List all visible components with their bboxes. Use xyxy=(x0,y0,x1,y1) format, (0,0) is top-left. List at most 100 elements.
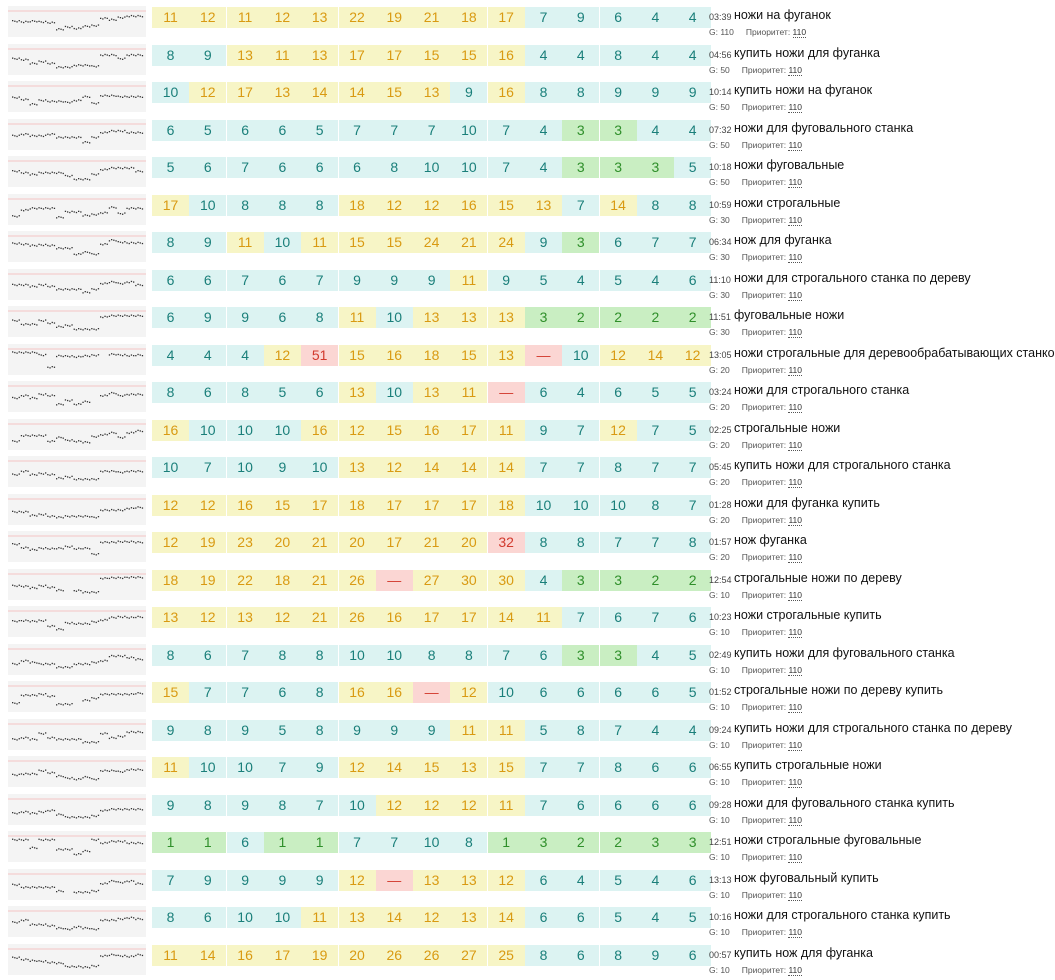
position-cell: 12 xyxy=(413,194,451,216)
keyword-text[interactable]: ножи строгальные фуговальные xyxy=(734,833,922,847)
keyword-text[interactable]: купить ножи для фуговального станка xyxy=(734,645,955,660)
sparkline-point xyxy=(40,207,42,209)
priority-value-link[interactable]: 110 xyxy=(788,964,803,976)
keyword-text[interactable]: ножи для фуговального станка xyxy=(734,120,914,135)
sparkline-point xyxy=(108,542,111,544)
position-cell: 4 xyxy=(636,119,674,141)
keyword-text[interactable]: купить ножи для строгального станка xyxy=(734,458,951,472)
priority-value-link[interactable]: 110 xyxy=(788,702,803,713)
priority-value-link[interactable]: 110 xyxy=(788,589,803,601)
keyword-text[interactable]: ножи для фуганка купить xyxy=(734,495,880,510)
sparkline-point xyxy=(25,810,27,812)
priority-value-link[interactable]: 110 xyxy=(788,927,803,938)
priority-value-link[interactable]: 110 xyxy=(792,27,807,38)
priority-value-link[interactable]: 110 xyxy=(788,177,803,188)
sparkline-point xyxy=(27,659,29,661)
keyword-text[interactable]: ножи строгальные xyxy=(734,195,841,210)
sparkline-point xyxy=(29,812,31,814)
keyword-text[interactable]: ножи для строгального станка xyxy=(734,383,910,397)
keyword-text[interactable]: купить ножи для строгального станка по д… xyxy=(734,720,1012,735)
sparkline-point xyxy=(135,394,137,396)
priority-value-link[interactable]: 110 xyxy=(788,439,803,451)
keyword-text[interactable]: ножи строгальные купить xyxy=(734,608,882,622)
sparkline-point xyxy=(91,253,93,255)
sparkline-point xyxy=(139,616,141,618)
keyword-text[interactable]: нож фуганка xyxy=(734,533,807,547)
priority-value-link[interactable]: 110 xyxy=(788,252,803,263)
priority-value-link[interactable]: 110 xyxy=(788,627,803,638)
priority-value-link[interactable]: 110 xyxy=(788,102,803,113)
position-cell: 6 xyxy=(226,832,264,853)
keyword-text[interactable]: ножи для строгального станка купить xyxy=(734,908,951,922)
sparkline-point xyxy=(73,548,75,550)
priority-value-link[interactable]: 110 xyxy=(788,552,803,563)
sparkline-point xyxy=(12,473,14,475)
sparkline-point xyxy=(84,965,86,967)
keyword-text[interactable]: купить строгальные ножи xyxy=(734,758,882,772)
sparkline-point xyxy=(18,350,20,353)
keyword-text[interactable]: ножи на фуганок xyxy=(734,8,831,22)
sparkline-point xyxy=(115,95,117,97)
sparkline-point xyxy=(53,548,56,550)
keyword-text[interactable]: фуговальные ножи xyxy=(734,308,845,322)
sparkline-point xyxy=(75,590,78,592)
keyword-text[interactable]: купить ножи для фуганка xyxy=(734,45,880,60)
keyword-text[interactable]: ножи фуговальные xyxy=(734,158,845,172)
sparkline-point xyxy=(106,770,108,772)
sparkline-point xyxy=(126,242,128,244)
sparkline-point xyxy=(91,740,93,742)
sparkline-point xyxy=(51,61,53,63)
priority-value-link[interactable]: 110 xyxy=(788,402,803,413)
priority-value-link[interactable]: 110 xyxy=(788,852,803,863)
priority-value-link[interactable]: 110 xyxy=(788,664,803,676)
sparkline-point xyxy=(23,21,25,24)
sparkline-point xyxy=(141,471,144,473)
sparkline-point xyxy=(60,477,62,479)
sparkline-point xyxy=(133,507,135,509)
sparkline-point xyxy=(58,247,60,249)
keyword-text[interactable]: ножи для строгального станка по дереву xyxy=(734,270,971,285)
priority-value-link[interactable]: 110 xyxy=(788,364,803,376)
keyword-text[interactable]: ножи для фуговального станка купить xyxy=(734,795,955,810)
priority-value-link[interactable]: 110 xyxy=(788,814,803,826)
sparkline-point xyxy=(49,886,51,889)
priority-value-link[interactable]: 110 xyxy=(788,777,803,788)
sparkline-point xyxy=(64,665,67,667)
priority-value-link[interactable]: 110 xyxy=(788,64,803,76)
sparkline-point xyxy=(38,619,40,621)
keyword-text[interactable]: купить нож для фуганка xyxy=(734,945,873,960)
sparkline-point xyxy=(89,851,91,853)
priority-value-link[interactable]: 110 xyxy=(788,327,803,338)
keyword-text[interactable]: нож фуговальный купить xyxy=(734,870,879,885)
keyword-text[interactable]: строгальные ножи по дереву купить xyxy=(734,683,944,697)
sparkline-point xyxy=(53,285,56,287)
priority-value-link[interactable]: 110 xyxy=(788,739,803,751)
priority-value-link[interactable]: 110 xyxy=(788,139,803,151)
sparkline-point xyxy=(91,478,93,480)
frequency-value: G: 30 xyxy=(709,252,730,262)
keyword-text[interactable]: купить ножи на фуганок xyxy=(734,83,873,97)
sparkline-point xyxy=(56,437,58,439)
sparkline-point xyxy=(60,962,62,964)
sparkline-point xyxy=(86,816,89,818)
priority-value-link[interactable]: 110 xyxy=(788,514,803,526)
position-cell: 10 xyxy=(525,494,562,516)
sparkline-point xyxy=(78,890,80,892)
sparkline-point xyxy=(34,397,36,399)
keyword-text[interactable]: ножи строгальные для деревообрабатывающи… xyxy=(734,345,1055,360)
keyword-text[interactable]: строгальные ножи по дереву xyxy=(734,570,902,585)
priority-value-link[interactable]: 110 xyxy=(788,477,803,488)
sparkline-point xyxy=(47,395,49,397)
sparkline-point xyxy=(47,133,49,135)
priority-value-link[interactable]: 110 xyxy=(788,889,803,901)
sparkline-point xyxy=(23,284,25,286)
sparkline-point xyxy=(16,243,18,245)
sparkline-point xyxy=(40,810,42,813)
keyword-text[interactable]: строгальные ножи xyxy=(734,420,841,435)
sparkline-point xyxy=(137,393,139,395)
sparkline-point xyxy=(89,741,91,743)
priority-value-link[interactable]: 110 xyxy=(788,214,803,226)
keyword-text[interactable]: нож для фуганка xyxy=(734,233,832,247)
priority-value-link[interactable]: 110 xyxy=(788,289,803,301)
sparkline-point xyxy=(20,919,23,921)
